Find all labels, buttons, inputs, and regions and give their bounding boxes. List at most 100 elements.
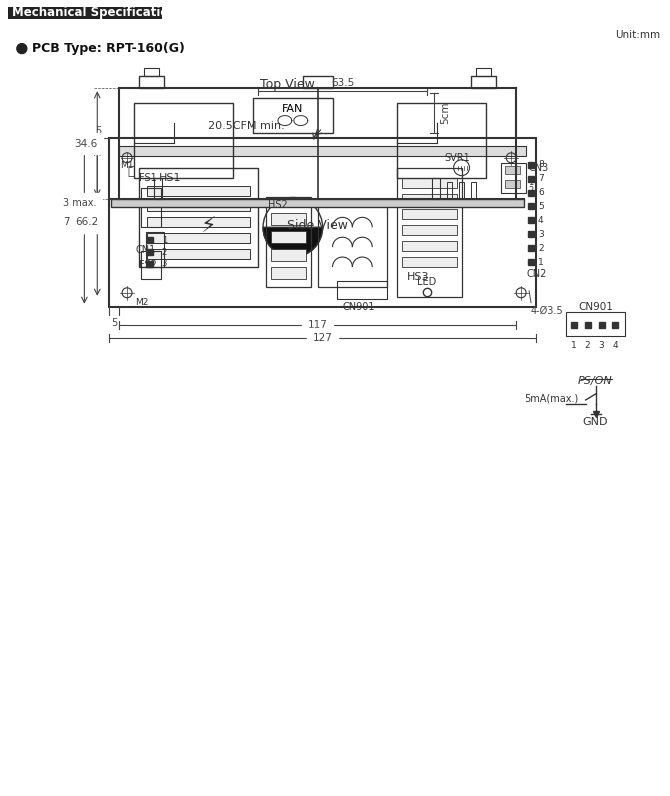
Bar <box>147 249 250 259</box>
Text: Side View: Side View <box>287 219 348 232</box>
Bar <box>458 181 464 200</box>
Bar <box>147 201 250 212</box>
Text: PS/ON: PS/ON <box>578 377 613 386</box>
Text: 6: 6 <box>538 188 544 197</box>
Bar <box>338 281 387 298</box>
Bar <box>146 232 163 267</box>
Bar <box>402 241 456 251</box>
Text: FS2: FS2 <box>139 260 157 270</box>
Text: 4: 4 <box>538 216 543 224</box>
Bar <box>134 103 233 178</box>
Bar <box>141 188 161 228</box>
Text: FAN: FAN <box>282 103 304 114</box>
Bar <box>119 146 526 156</box>
Text: 4-Ø3.5: 4-Ø3.5 <box>531 306 563 316</box>
Text: 7: 7 <box>538 174 544 183</box>
Text: LED: LED <box>417 277 436 287</box>
Text: 76.2: 76.2 <box>63 217 86 228</box>
Text: GND: GND <box>583 417 608 427</box>
Bar <box>147 233 250 243</box>
Text: M1: M1 <box>121 162 134 170</box>
Bar <box>144 68 159 76</box>
Text: HS2: HS2 <box>268 201 287 210</box>
Bar <box>505 180 520 188</box>
Text: 8: 8 <box>538 160 544 170</box>
Circle shape <box>17 44 27 53</box>
Bar <box>402 193 456 204</box>
Bar <box>397 103 486 178</box>
Text: 3: 3 <box>538 230 544 239</box>
Bar <box>111 200 524 208</box>
Text: CN901: CN901 <box>342 302 375 312</box>
Bar <box>109 138 536 306</box>
Bar <box>501 162 526 193</box>
Bar <box>505 166 520 174</box>
Text: CN2: CN2 <box>526 269 547 279</box>
Bar <box>271 213 306 225</box>
Text: 63.5: 63.5 <box>331 78 354 88</box>
Bar <box>565 312 625 337</box>
Text: 1: 1 <box>538 258 544 267</box>
Text: 34.6: 34.6 <box>74 139 97 149</box>
Text: 5: 5 <box>111 318 117 328</box>
Text: HS1: HS1 <box>159 173 182 182</box>
Bar <box>271 267 306 279</box>
Bar <box>402 209 456 220</box>
Text: 20.5CFM min.: 20.5CFM min. <box>208 121 285 131</box>
Text: PCB Type: RPT-160(G): PCB Type: RPT-160(G) <box>31 42 185 55</box>
Bar <box>303 76 332 88</box>
Bar <box>447 181 452 200</box>
Text: ⏚: ⏚ <box>127 166 135 178</box>
Text: 2: 2 <box>585 341 590 350</box>
Text: 5mA(max.): 5mA(max.) <box>524 394 578 404</box>
Bar <box>266 197 311 287</box>
Text: 2: 2 <box>161 248 167 256</box>
Text: 2: 2 <box>538 244 543 252</box>
Bar <box>141 251 161 279</box>
Bar <box>139 76 163 88</box>
Text: 5: 5 <box>95 126 101 136</box>
Text: Mechanical Specification: Mechanical Specification <box>12 6 177 19</box>
Text: 3 max.: 3 max. <box>63 198 96 209</box>
Text: 5: 5 <box>538 202 544 211</box>
Wedge shape <box>263 228 322 257</box>
Bar <box>402 178 456 188</box>
Text: 66.2: 66.2 <box>76 217 99 228</box>
Bar <box>402 257 456 267</box>
Bar <box>397 168 462 297</box>
Bar <box>8 7 161 19</box>
Bar <box>402 225 456 235</box>
Text: CN1: CN1 <box>136 245 156 255</box>
Text: FS1: FS1 <box>139 173 157 182</box>
Bar <box>271 232 306 243</box>
Bar <box>139 168 258 267</box>
Text: SVR1: SVR1 <box>445 153 470 163</box>
Bar <box>271 249 306 261</box>
Text: 127: 127 <box>313 334 332 343</box>
Text: CN901: CN901 <box>578 302 613 312</box>
Bar <box>431 178 440 200</box>
Text: Top View: Top View <box>261 78 316 91</box>
Text: 1: 1 <box>161 236 167 244</box>
Bar <box>318 202 387 287</box>
Text: 1: 1 <box>528 178 533 187</box>
Text: 5cm: 5cm <box>440 102 450 124</box>
Text: 4: 4 <box>612 341 618 350</box>
Text: CN3: CN3 <box>528 162 548 173</box>
Bar <box>147 217 250 228</box>
Text: ⚡: ⚡ <box>200 217 216 237</box>
Bar <box>154 178 161 200</box>
Bar <box>147 185 250 196</box>
Ellipse shape <box>263 197 322 257</box>
Bar <box>472 181 476 200</box>
Text: 3: 3 <box>599 341 604 350</box>
Text: 117: 117 <box>308 319 328 330</box>
Text: 3: 3 <box>161 259 168 268</box>
Text: M2: M2 <box>135 298 148 307</box>
Bar <box>253 98 332 133</box>
Text: HS3: HS3 <box>407 272 429 282</box>
Text: 1: 1 <box>571 341 577 350</box>
Bar <box>476 68 491 76</box>
Text: Unit:mm: Unit:mm <box>616 29 661 40</box>
Bar <box>472 76 496 88</box>
